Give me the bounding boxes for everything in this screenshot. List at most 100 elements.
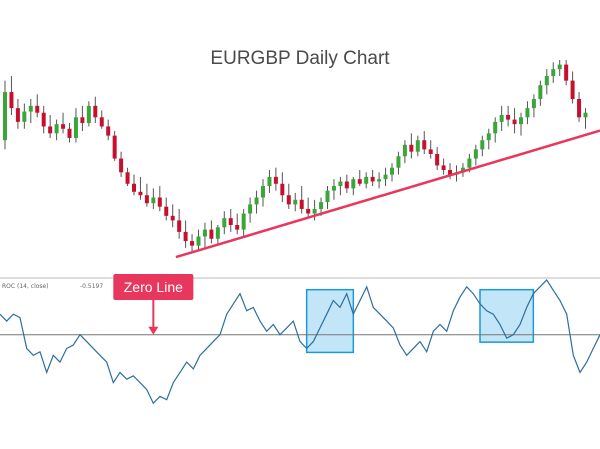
candle-body <box>377 179 382 182</box>
candle <box>80 105 85 132</box>
candle <box>248 197 253 223</box>
candle-body <box>415 140 420 152</box>
candle-body <box>177 220 182 232</box>
candle-body <box>202 229 207 237</box>
candle-body <box>48 126 53 134</box>
candle-body <box>531 98 536 109</box>
candle-body <box>119 158 124 173</box>
candle <box>41 105 46 134</box>
candle <box>512 108 517 134</box>
candle-body <box>261 186 265 198</box>
candle <box>551 62 556 83</box>
candle <box>364 172 369 189</box>
candle-body <box>325 190 330 203</box>
candle <box>402 140 407 164</box>
candle <box>15 98 20 129</box>
candle <box>228 208 233 232</box>
candle-body <box>448 170 453 175</box>
candle <box>493 117 498 143</box>
candle <box>138 176 143 200</box>
candle-body <box>267 176 272 187</box>
candle <box>86 101 91 127</box>
candle-body <box>499 115 504 122</box>
candle <box>396 151 401 175</box>
candle-body <box>170 215 175 221</box>
candle <box>273 167 278 191</box>
candle-body <box>15 108 20 122</box>
candle-body <box>99 117 104 127</box>
candle <box>377 172 382 189</box>
candle <box>9 76 14 116</box>
candle-body <box>467 158 472 168</box>
candle <box>99 110 104 129</box>
candle <box>325 186 330 209</box>
candle-body <box>80 117 85 124</box>
candle-body <box>35 105 40 113</box>
candle-body <box>570 80 575 99</box>
candle-body <box>3 92 7 141</box>
candle-body <box>506 115 511 120</box>
candle-body <box>364 176 369 184</box>
candle-body <box>28 105 33 112</box>
callout-arrow-head <box>148 326 159 335</box>
candle-body <box>402 144 407 157</box>
candle-body <box>54 124 59 134</box>
candle <box>144 183 149 207</box>
candle <box>241 208 246 237</box>
candle-body <box>357 179 362 184</box>
candle <box>254 190 259 214</box>
candle-body <box>157 197 162 207</box>
candle-body <box>196 236 201 246</box>
candle <box>299 186 304 214</box>
candle <box>119 151 124 177</box>
candle-body <box>338 181 343 187</box>
support-trendline <box>175 129 600 259</box>
candle-body <box>228 218 233 226</box>
zero-line-callout: Zero Line <box>113 274 194 335</box>
candle <box>286 183 291 209</box>
candle <box>93 96 98 124</box>
candle <box>293 192 298 212</box>
candle <box>422 131 427 154</box>
candle <box>22 103 27 129</box>
candle <box>583 108 588 129</box>
candle <box>499 105 504 132</box>
candle-body <box>473 149 478 159</box>
callout-text: Zero Line <box>124 279 183 295</box>
candle-body <box>280 183 285 196</box>
candle <box>564 60 569 86</box>
candle-body <box>583 112 588 118</box>
candle-body <box>73 117 78 138</box>
candle <box>215 225 220 246</box>
candle <box>164 197 169 221</box>
candle <box>183 220 188 248</box>
candle-body <box>331 186 336 191</box>
candle-body <box>390 167 394 175</box>
candle <box>132 174 136 196</box>
candle <box>486 128 491 150</box>
candle-body <box>422 140 427 150</box>
candle-body <box>286 195 291 205</box>
candlestick-series <box>3 60 588 253</box>
candle-body <box>112 135 117 159</box>
candle-body <box>435 153 440 166</box>
candle-body <box>486 133 491 141</box>
candle-body <box>222 218 227 228</box>
candle-body <box>183 231 188 242</box>
candle <box>157 186 162 212</box>
candle-body <box>9 92 14 109</box>
candle-body <box>164 206 169 216</box>
candle-body <box>306 208 311 214</box>
candle <box>351 176 356 196</box>
candle-body <box>125 172 130 184</box>
candle-body <box>441 165 446 171</box>
candle-body <box>67 128 72 138</box>
candle <box>177 208 182 239</box>
candle <box>151 188 156 209</box>
roc-line <box>0 279 600 405</box>
candle <box>125 167 130 187</box>
candle <box>331 179 336 200</box>
candle <box>48 115 53 138</box>
candle-body <box>319 202 324 209</box>
